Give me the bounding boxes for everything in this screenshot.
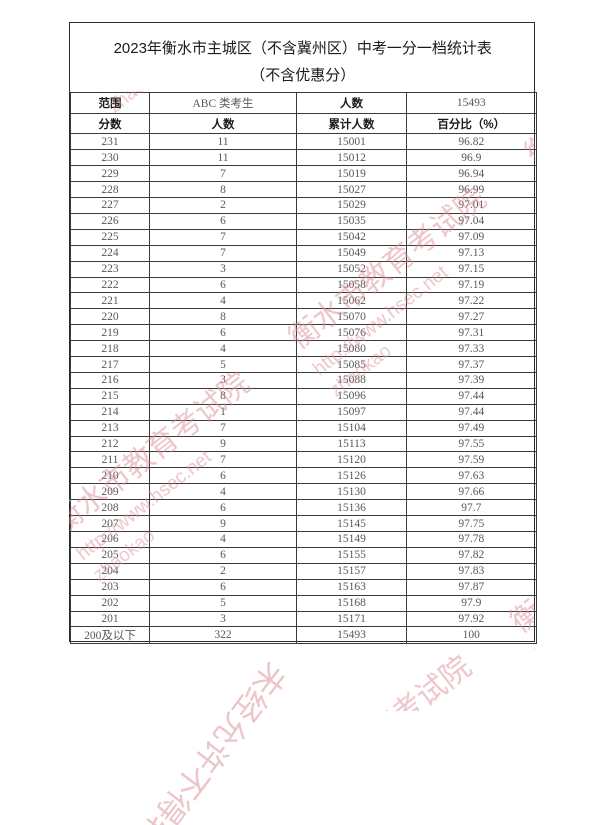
svg-text:未经允许不得转载: 未经允许不得转载	[110, 656, 293, 825]
